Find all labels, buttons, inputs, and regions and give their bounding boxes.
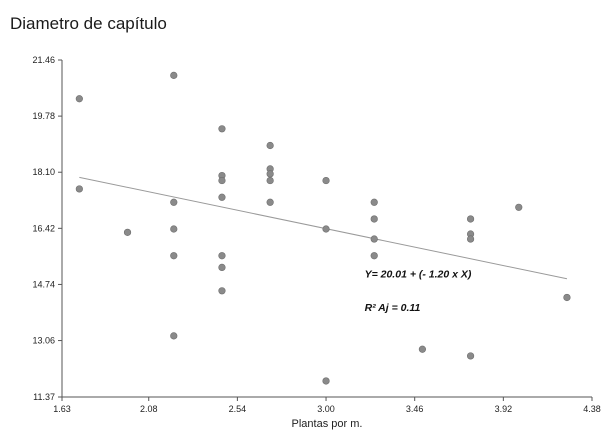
x-tick-label: 2.08 [140, 404, 158, 414]
y-tick-label: 18.10 [32, 167, 55, 177]
x-tick-label: 2.54 [229, 404, 247, 414]
y-tick-labels: 11.37 13.06 14.74 16.42 18.10 19.78 21.46 [32, 55, 62, 402]
x-axis-label: Plantas por m. [292, 418, 363, 430]
data-point [322, 176, 330, 185]
y-tick-label: 11.37 [33, 392, 55, 402]
data-point [418, 345, 427, 353]
data-point [466, 215, 475, 223]
data-point [170, 332, 178, 340]
data-point [218, 263, 226, 272]
data-point [322, 225, 330, 233]
data-point [75, 95, 83, 103]
data-point [218, 252, 226, 260]
data-point [266, 176, 274, 185]
data-point [370, 198, 378, 206]
data-points [75, 71, 571, 385]
data-point [515, 203, 523, 211]
y-tick-label: 13.06 [32, 336, 55, 346]
x-tick-label: 3.92 [495, 404, 513, 414]
data-point [170, 225, 178, 233]
x-tick-labels: 1.63 2.08 2.54 3.00 3.46 3.92 4.38 [53, 397, 601, 414]
data-point [170, 198, 178, 206]
x-tick-label: 3.46 [406, 404, 424, 414]
data-point [266, 198, 274, 206]
x-tick-label: 4.38 [583, 404, 601, 414]
data-point [370, 235, 378, 243]
data-point [218, 287, 226, 295]
data-point [123, 228, 132, 236]
y-tick-label: 21.46 [32, 55, 55, 65]
x-tick-label: 1.63 [53, 404, 71, 414]
y-tick-label: 14.74 [32, 279, 55, 289]
data-point [466, 235, 475, 243]
y-tick-label: 19.78 [32, 111, 55, 121]
data-point [170, 252, 178, 260]
data-point [218, 176, 226, 185]
data-point [563, 293, 571, 302]
data-point [322, 377, 330, 385]
chart-title: Diametro de capítulo [10, 14, 167, 33]
regression-equation: Y= 20.01 + (- 1.20 x X) [365, 268, 472, 280]
data-point [266, 141, 274, 150]
data-point [170, 71, 178, 79]
y-tick-label: 16.42 [32, 223, 55, 233]
x-tick-label: 3.00 [317, 404, 335, 414]
data-point [370, 215, 378, 223]
data-point [218, 193, 226, 201]
data-point [466, 352, 475, 360]
data-point [370, 252, 378, 260]
data-point [266, 170, 274, 178]
r-squared-label: R² Aj = 0.11 [365, 302, 421, 314]
data-point [218, 125, 226, 133]
data-point [75, 185, 83, 193]
